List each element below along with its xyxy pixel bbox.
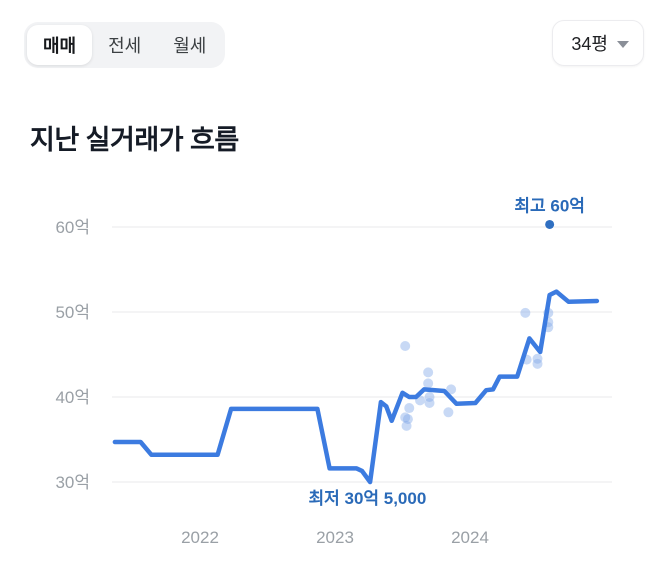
tab-sale[interactable]: 매매 — [27, 25, 93, 65]
x-tick-label: 2023 — [316, 528, 354, 547]
transaction-dot — [400, 412, 411, 423]
transaction-dot — [400, 341, 411, 351]
transaction-dot — [423, 378, 434, 389]
x-tick-label: 2024 — [451, 528, 489, 547]
transaction-dot — [423, 367, 434, 378]
y-tick-label: 60억 — [55, 218, 90, 237]
trade-type-tabs: 매매 전세 월세 — [24, 22, 226, 68]
transaction-dot — [532, 353, 543, 364]
transaction-dot — [401, 420, 412, 431]
section-title: 지난 실거래가 흐름 — [30, 125, 239, 155]
y-tick-label: 50억 — [55, 303, 90, 322]
y-tick-label: 40억 — [55, 388, 90, 407]
y-tick-label: 30억 — [55, 473, 90, 492]
transaction-dot — [446, 384, 457, 395]
transaction-dot — [404, 403, 415, 414]
transaction-dot — [532, 358, 543, 369]
transaction-dot — [402, 414, 413, 425]
transaction-dot — [424, 392, 435, 402]
max-price-dot — [545, 219, 555, 229]
chevron-down-icon — [617, 40, 629, 48]
area-size-value: 34평 — [571, 34, 608, 54]
area-size-dropdown[interactable]: 34평 — [552, 20, 644, 66]
transaction-dot — [443, 407, 454, 418]
tab-jeonse[interactable]: 전세 — [108, 36, 142, 56]
min-price-label: 최저 30억 5,000 — [308, 489, 426, 508]
transaction-dot — [520, 307, 531, 318]
price-trend-line — [112, 289, 600, 485]
tab-wolse[interactable]: 월세 — [173, 36, 207, 56]
x-tick-label: 2022 — [181, 528, 219, 547]
max-price-label: 최고 60억 — [514, 196, 585, 215]
transaction-dot — [424, 397, 435, 408]
